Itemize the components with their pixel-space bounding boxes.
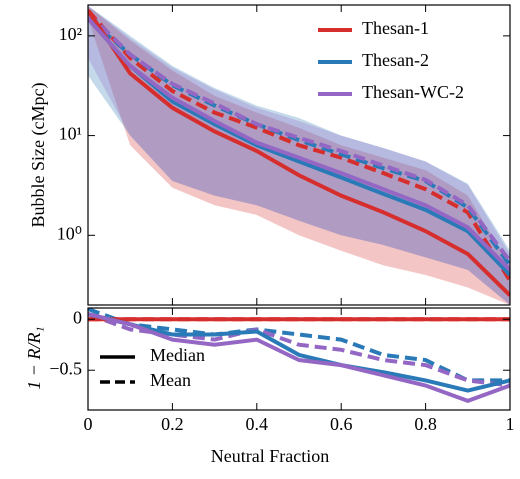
x-tick-label: 0	[84, 414, 93, 434]
legend-label: Thesan-2	[362, 50, 429, 70]
y-tick-label: −0.5	[49, 358, 82, 378]
median-line	[88, 312, 510, 393]
x-tick-label: 0.6	[330, 414, 353, 434]
x-tick-label: 0.8	[414, 414, 437, 434]
x-tick-label: 0.4	[246, 414, 269, 434]
y-tick-label: 10¹	[59, 124, 82, 144]
y-tick-label: 0	[73, 307, 82, 327]
median-line	[88, 16, 510, 277]
mean-line	[88, 11, 510, 263]
legend-label: Thesan-WC-2	[362, 82, 464, 102]
band	[88, 5, 510, 305]
band	[88, 5, 510, 305]
band	[88, 5, 510, 305]
y-axis-label: 1 − R/R₁	[24, 326, 44, 389]
median-line	[88, 16, 510, 272]
axes-frame	[87, 4, 511, 306]
legend-label: Median	[150, 345, 205, 365]
legend-label: Mean	[150, 370, 191, 390]
x-axis-label: Neutral Fraction	[211, 446, 329, 466]
mean-line	[88, 308, 510, 383]
median-line	[88, 9, 510, 297]
mean-line	[88, 9, 510, 282]
median-line	[88, 312, 510, 403]
x-tick-label: 0.2	[161, 414, 184, 434]
y-axis-label: Bubble Size (cMpc)	[28, 83, 49, 228]
y-tick-label: 10⁰	[57, 223, 82, 243]
axes-frame	[87, 307, 511, 411]
x-tick-label: 1	[506, 414, 515, 434]
legend-label: Thesan-1	[362, 18, 429, 38]
y-tick-label: 10²	[59, 24, 82, 44]
